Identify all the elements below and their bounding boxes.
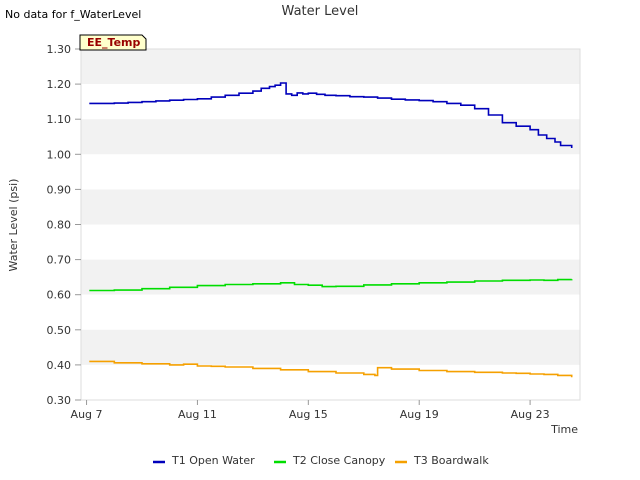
grid-band	[81, 224, 580, 260]
x-tick-label: Aug 11	[178, 408, 217, 421]
legend-label: T1 Open Water	[171, 454, 255, 467]
y-tick-label: 1.10	[47, 113, 72, 126]
grid-band	[81, 329, 580, 365]
legend: T1 Open Water T2 Close Canopy T3 Boardwalk	[153, 454, 489, 467]
no-data-message: No data for f_WaterLevel	[5, 8, 142, 21]
grid-band	[81, 189, 580, 225]
x-tick-label: Aug 7	[71, 408, 103, 421]
y-axis-label: Water Level (psi)	[7, 179, 20, 272]
legend-item-t1-open-water: T1 Open Water	[153, 454, 255, 467]
x-axis-ticks: Aug 7 Aug 11 Aug 15 Aug 19 Aug 23	[71, 400, 550, 421]
y-tick-label: 0.70	[47, 254, 72, 267]
x-tick-label: Aug 15	[289, 408, 328, 421]
y-tick-label: 0.50	[47, 324, 72, 337]
grid-band	[81, 49, 580, 85]
grid-bands	[81, 49, 580, 400]
y-tick-label: 1.20	[47, 78, 72, 91]
legend-label: T3 Boardwalk	[413, 454, 489, 467]
legend-item-t2-close-canopy: T2 Close Canopy	[274, 454, 386, 467]
grid-band	[81, 154, 580, 190]
series-line-t1-open-water	[89, 82, 573, 148]
legend-label: T2 Close Canopy	[292, 454, 386, 467]
x-axis-label: Time	[550, 423, 578, 436]
badge-shape	[79, 34, 147, 51]
y-tick-label: 0.60	[47, 289, 72, 302]
y-tick-label: 0.40	[47, 359, 72, 372]
y-tick-label: 0.80	[47, 219, 72, 232]
grid-band	[81, 119, 580, 155]
y-tick-label: 0.90	[47, 183, 72, 196]
series-line-t3-boardwalk	[89, 360, 573, 378]
y-tick-label: 1.00	[47, 148, 72, 161]
legend-item-t3-boardwalk: T3 Boardwalk	[395, 454, 489, 467]
x-tick-label: Aug 23	[511, 408, 550, 421]
chart-title: Water Level	[281, 4, 359, 19]
series-lines	[89, 82, 573, 378]
series-line-t2-close-canopy	[89, 278, 573, 292]
grid-band	[81, 364, 580, 400]
y-axis-ticks: 0.30 0.40 0.50 0.60 0.70 0.80 0.90 1.00 1.10 1.20…	[47, 43, 81, 407]
x-tick-label: Aug 19	[400, 408, 439, 421]
y-tick-label: 1.30	[47, 43, 72, 56]
ee-temp-badge[interactable]: EE_Temp	[79, 34, 147, 51]
grid-band	[81, 294, 580, 330]
badge-label: EE_Temp	[87, 36, 140, 49]
y-tick-label: 0.30	[47, 394, 72, 407]
